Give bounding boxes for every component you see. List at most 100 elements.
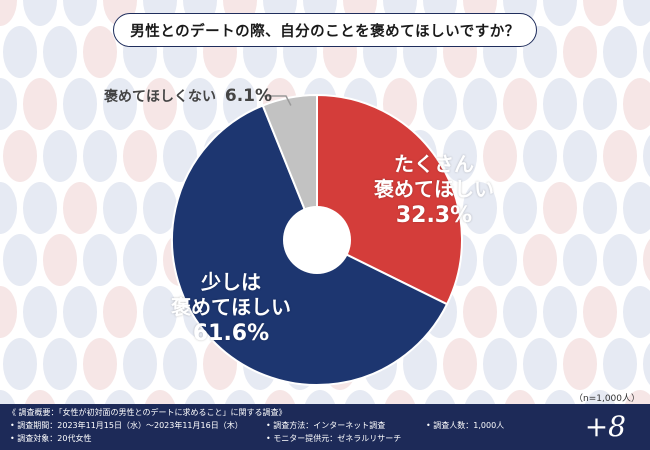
background-shape xyxy=(143,78,177,130)
slice-label-3: 褒めてほしくない 6.1% xyxy=(104,86,272,107)
background-shape xyxy=(143,286,177,338)
background-shape xyxy=(603,338,637,390)
background-shape xyxy=(103,286,137,338)
background-shape xyxy=(3,234,37,286)
background-shape xyxy=(0,0,17,26)
background-shape xyxy=(624,390,650,404)
slice-label-2-line2: 褒めてほしい xyxy=(171,295,291,319)
background-shape xyxy=(83,26,117,78)
pie-chart xyxy=(171,93,463,386)
background-shape xyxy=(623,78,650,130)
pie-slice-3 xyxy=(261,93,318,241)
background-shape xyxy=(483,338,517,390)
background-shape xyxy=(583,286,617,338)
survey-footer: 《 調査概要：「女性が初対面の男性とのデートに求めること」に関する調査》 • 調… xyxy=(0,404,650,450)
background-shape xyxy=(163,130,197,182)
background-shape xyxy=(43,338,77,390)
background-shape xyxy=(503,78,537,130)
background-shape xyxy=(0,390,16,404)
background-shape xyxy=(183,78,217,130)
survey-method: • 調査方法：インターネット調査 xyxy=(266,421,386,430)
background-shape xyxy=(23,182,57,234)
slice-label-1-line2: 褒めてほしい xyxy=(374,177,494,201)
background-shape xyxy=(643,30,650,74)
background-shape xyxy=(464,390,496,404)
background-shape xyxy=(103,182,137,234)
background-shape xyxy=(63,78,97,130)
background-shape xyxy=(563,130,597,182)
background-shape xyxy=(504,390,536,404)
background-shape xyxy=(424,390,456,404)
background-shape xyxy=(43,130,77,182)
background-shape xyxy=(304,390,336,404)
background-shape xyxy=(563,338,597,390)
background-shape xyxy=(543,182,577,234)
background-shape xyxy=(443,338,477,390)
background-shape xyxy=(83,130,117,182)
background-shape xyxy=(123,234,157,286)
background-shape xyxy=(623,0,650,26)
slice-label-2-line1: 少しは xyxy=(201,270,261,294)
background-shape xyxy=(0,182,17,234)
survey-summary: 《 調査概要：「女性が初対面の男性とのデートに求めること」に関する調査》 xyxy=(8,408,287,417)
background-shape xyxy=(543,78,577,130)
background-shape xyxy=(123,130,157,182)
background-shape xyxy=(0,78,17,130)
background-shape xyxy=(544,390,576,404)
background-shape xyxy=(3,130,37,182)
slice-label-3-text: 褒めてほしくない xyxy=(104,89,216,105)
background-shape xyxy=(603,26,637,78)
slice-value-2: 61.6% xyxy=(192,321,270,346)
background-shape xyxy=(43,26,77,78)
background-shape xyxy=(583,0,617,26)
background-shape xyxy=(463,182,497,234)
background-shape xyxy=(23,286,57,338)
background-shape xyxy=(483,130,517,182)
background-shape xyxy=(583,78,617,130)
background-shape xyxy=(63,0,97,26)
survey-count: • 調査人数：1,000人 xyxy=(426,421,505,430)
background-shape xyxy=(103,78,137,130)
background-shape xyxy=(523,130,557,182)
survey-target: • 調査対象：20代女性 xyxy=(10,434,92,443)
background-shape xyxy=(63,182,97,234)
background-shape xyxy=(24,390,56,404)
background-shape xyxy=(543,286,577,338)
brand-logo: +8 xyxy=(584,410,626,443)
slice-label-2: 少しは 褒めてほしい 61.6% xyxy=(166,270,296,348)
background-shape xyxy=(144,390,176,404)
background-shape xyxy=(463,286,497,338)
background-shape xyxy=(384,390,416,404)
background-shape xyxy=(603,130,637,182)
background-shape xyxy=(543,0,577,26)
background-shape xyxy=(423,78,457,130)
background-shape xyxy=(184,390,216,404)
background-shape xyxy=(264,390,296,404)
background-shape xyxy=(523,234,557,286)
background-shape xyxy=(224,390,256,404)
pie-center-hole xyxy=(283,206,351,274)
background-shape xyxy=(104,390,136,404)
background-shape xyxy=(23,78,57,130)
background-shape xyxy=(623,182,650,234)
pie-slice-1 xyxy=(316,93,463,306)
background-shape xyxy=(643,134,650,178)
background-shape xyxy=(563,234,597,286)
background-shape xyxy=(503,286,537,338)
slice-label-1: たくさん 褒めてほしい 32.3% xyxy=(374,152,494,230)
background-shape xyxy=(143,182,177,234)
background-shape xyxy=(584,390,616,404)
background-shape xyxy=(523,338,557,390)
slice-value-3: 6.1% xyxy=(224,86,273,106)
background-shape xyxy=(443,130,477,182)
background-shape xyxy=(603,234,637,286)
background-shape xyxy=(23,0,57,26)
survey-period: • 調査期間：2023年11月15日（水）〜2023年11月16日（木） xyxy=(10,421,243,430)
background-shape xyxy=(64,390,96,404)
background-shape xyxy=(163,338,197,390)
sample-size-note: （n=1,000人） xyxy=(573,394,640,404)
background-shape xyxy=(643,342,650,386)
background-shape xyxy=(623,286,650,338)
background-shape xyxy=(503,182,537,234)
